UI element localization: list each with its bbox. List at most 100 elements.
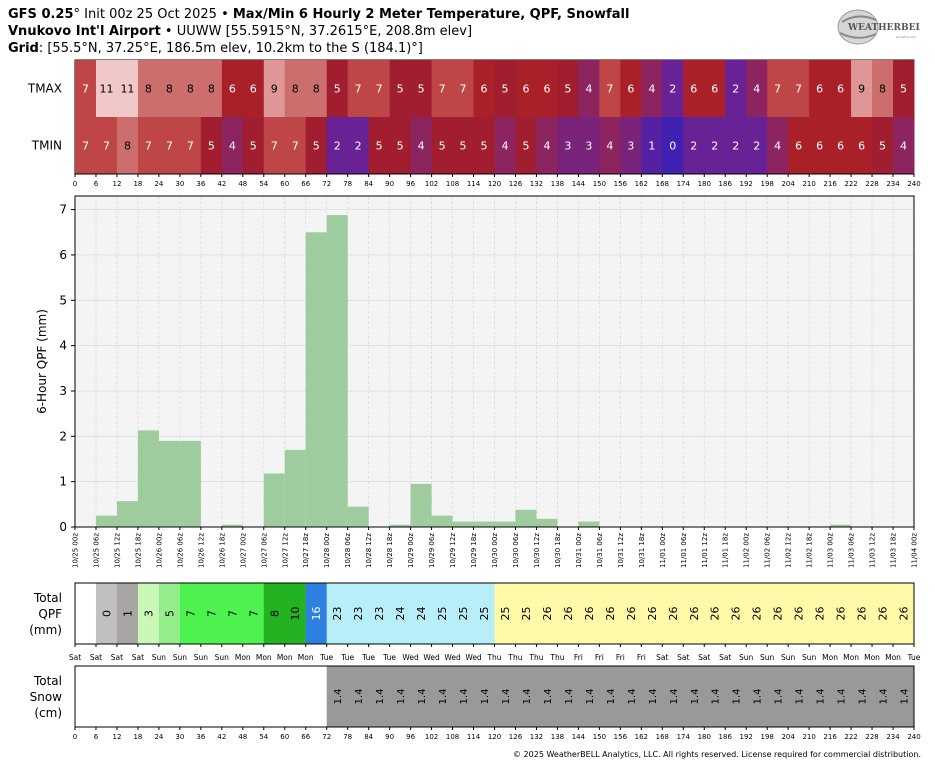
snow-tick-label: 66 [301, 733, 310, 741]
qpf-x-tick-label: 11/02 06z [764, 533, 772, 568]
snow-tick-label: 132 [530, 733, 543, 741]
heatmap-value-label: 5 [250, 140, 257, 153]
total-qpf-value: 23 [352, 607, 365, 621]
qpf-x-tick-label: 11/04 00z [911, 533, 919, 568]
total-qpf-value: 25 [499, 607, 512, 621]
total-snow-value: 1.4 [375, 689, 386, 705]
heatmap-value-label: 8 [166, 83, 173, 96]
total-snow-value: 1.4 [564, 689, 575, 705]
heatmap-cell [704, 60, 726, 117]
heatmap-row-label: TMIN [31, 139, 62, 153]
heatmap-cell [326, 117, 349, 174]
total-snow-value: 1.4 [627, 689, 638, 705]
heatmap-tick-label: 30 [175, 180, 184, 188]
total-qpf-label: (mm) [29, 623, 62, 637]
qpf-bar [137, 430, 159, 527]
heatmap-cell [284, 117, 307, 174]
heatmap-cell [578, 60, 600, 117]
heatmap-value-label: 7 [376, 83, 383, 96]
total-qpf-value: 5 [163, 610, 176, 617]
day-label: Sun [173, 653, 188, 662]
qpf-y-tick-label: 6 [59, 248, 67, 262]
total-qpf-value: 26 [625, 607, 638, 621]
heatmap-value-label: 7 [166, 140, 173, 153]
heatmap-cell [410, 60, 433, 117]
heatmap-tick-label: 234 [886, 180, 900, 188]
heatmap-value-label: 7 [774, 83, 781, 96]
total-qpf-cell [578, 583, 600, 644]
total-snow-cell [410, 666, 432, 727]
snow-tick-label: 168 [656, 733, 669, 741]
total-snow-value: 1.4 [858, 689, 869, 705]
total-qpf-cell [809, 583, 831, 644]
day-label: Sat [677, 653, 689, 662]
qpf-y-tick-label: 1 [59, 475, 67, 489]
heatmap-tick-label: 84 [364, 180, 373, 188]
snow-tick-label: 216 [823, 733, 837, 741]
total-snow-value: 1.4 [438, 689, 449, 705]
total-snow-cell [431, 666, 453, 727]
heatmap-value-label: 6 [481, 83, 488, 96]
heatmap-tick-label: 42 [217, 180, 226, 188]
heatmap-value-label: 5 [313, 140, 320, 153]
qpf-bar [830, 524, 852, 527]
day-label: Sun [802, 653, 817, 662]
day-label: Sat [719, 653, 731, 662]
total-snow-value: 1.4 [732, 689, 743, 705]
heatmap-value-label: 7 [187, 140, 194, 153]
snow-tick-label: 96 [406, 733, 415, 741]
day-label: Thu [507, 653, 522, 662]
heatmap-cell [410, 117, 433, 174]
total-qpf-value: 26 [814, 607, 827, 621]
heatmap-cell [704, 117, 726, 174]
heatmap-tick-label: 120 [488, 180, 501, 188]
qpf-x-tick-label: 10/28 00z [323, 533, 331, 568]
total-qpf-cell [263, 583, 286, 644]
total-qpf-cell [704, 583, 726, 644]
heatmap-tick-label: 240 [907, 180, 920, 188]
day-label: Tue [319, 653, 333, 662]
total-qpf-value: 26 [667, 607, 680, 621]
model-name: GFS 0.25 [8, 7, 74, 22]
heatmap-cell [116, 117, 139, 174]
qpf-x-tick-label: 10/26 12z [197, 533, 205, 568]
snow-tick-label: 210 [802, 733, 815, 741]
heatmap-cell [368, 117, 391, 174]
heatmap-cell [620, 117, 642, 174]
snow-tick-label: 36 [196, 733, 205, 741]
heatmap-cell [536, 117, 558, 174]
total-snow-value: 1.4 [648, 689, 659, 705]
total-qpf-cell [368, 583, 391, 644]
heatmap-value-label: 5 [460, 140, 467, 153]
heatmap-cell [179, 60, 202, 117]
total-snow-value: 1.4 [690, 689, 701, 705]
heatmap-value-label: 4 [753, 83, 760, 96]
qpf-bar [473, 521, 495, 527]
total-snow-value: 1.4 [879, 689, 890, 705]
total-snow-value: 1.4 [459, 689, 470, 705]
heatmap-value-label: 6 [795, 140, 802, 153]
qpf-x-tick-label: 10/31 00z [575, 533, 583, 568]
day-label: Tue [907, 653, 921, 662]
qpf-x-tick-label: 10/30 12z [533, 533, 541, 568]
heatmap-cell [893, 117, 915, 174]
heatmap-tick-label: 222 [844, 180, 857, 188]
qpf-x-tick-label: 11/01 06z [680, 533, 688, 568]
total-qpf-cell [452, 583, 474, 644]
heatmap-value-label: 5 [439, 140, 446, 153]
heatmap-cell [347, 60, 370, 117]
heatmap-cell [242, 117, 265, 174]
heatmap-cell [809, 117, 831, 174]
total-qpf-cell [284, 583, 307, 644]
total-snow-cell [473, 666, 495, 727]
header-line-3: Grid: [55.5°N, 37.25°E, 186.5m elev, 10.… [8, 40, 629, 57]
heatmap-cell [746, 117, 768, 174]
total-snow-cell [746, 666, 768, 727]
heatmap-value-label: 8 [145, 83, 152, 96]
heatmap-value-label: 0 [669, 140, 676, 153]
heatmap-cell [158, 60, 181, 117]
qpf-bar [494, 521, 516, 527]
total-qpf-cell [662, 583, 684, 644]
qpf-y-tick-label: 3 [59, 384, 67, 398]
heatmap-tick-label: 126 [509, 180, 523, 188]
